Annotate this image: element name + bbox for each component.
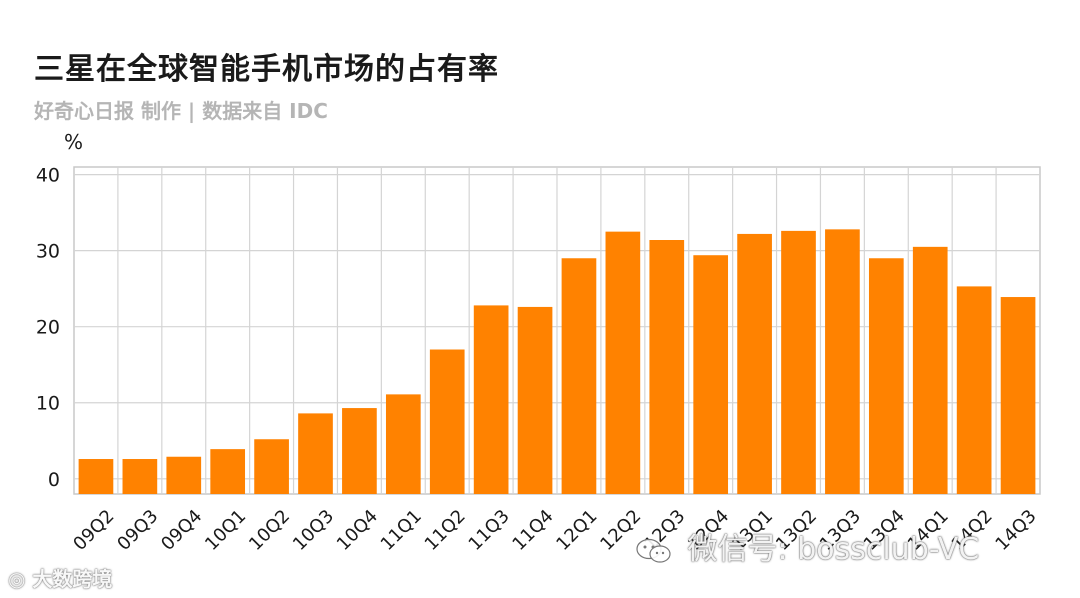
x-tick-label: 09Q2 bbox=[69, 506, 118, 555]
bar bbox=[78, 459, 114, 494]
bar bbox=[1000, 297, 1036, 494]
bar bbox=[254, 439, 289, 494]
bar bbox=[166, 456, 202, 494]
watermark-wechat: 微信号: bossclub-VC bbox=[636, 524, 979, 568]
y-axis-unit: % bbox=[64, 130, 84, 154]
watermark-left-text: 大数跨境 bbox=[32, 567, 113, 591]
y-tick-label: 30 bbox=[36, 241, 60, 263]
y-tick-label: 10 bbox=[36, 393, 60, 415]
bar bbox=[473, 305, 509, 494]
x-tick-label: 10Q4 bbox=[333, 506, 382, 555]
bar bbox=[517, 306, 553, 494]
bar bbox=[385, 394, 421, 494]
x-tick-label: 09Q4 bbox=[157, 506, 206, 555]
bar bbox=[693, 255, 729, 494]
watermark-right-text: 微信号: bossclub-VC bbox=[687, 532, 980, 567]
bar bbox=[429, 349, 465, 494]
x-tick-label: 14Q3 bbox=[991, 506, 1040, 555]
x-tick-label: 09Q3 bbox=[113, 506, 162, 555]
x-tick-label: 11Q4 bbox=[508, 506, 557, 555]
bar bbox=[956, 286, 992, 494]
bars bbox=[78, 229, 1036, 495]
bar bbox=[868, 258, 904, 494]
bar bbox=[825, 229, 860, 494]
bar bbox=[605, 231, 641, 495]
y-tick-label: 40 bbox=[36, 165, 60, 187]
bar bbox=[781, 230, 816, 494]
x-tick-label: 11Q1 bbox=[377, 506, 426, 555]
x-tick-label: 12Q1 bbox=[552, 506, 601, 555]
bar bbox=[122, 459, 158, 494]
x-tick-label: 10Q2 bbox=[245, 506, 294, 555]
bar bbox=[649, 240, 685, 494]
weibo-icon: ◎ bbox=[8, 567, 26, 591]
x-tick-label: 10Q1 bbox=[201, 506, 250, 555]
wechat-icon bbox=[636, 538, 671, 563]
y-tick-label: 0 bbox=[48, 469, 60, 491]
y-tick-labels: 0 10 20 30 40 bbox=[36, 165, 60, 491]
y-tick-label: 20 bbox=[36, 317, 60, 339]
watermark-logo-left: ◎ 大数跨境 bbox=[8, 563, 112, 592]
bar bbox=[912, 246, 948, 494]
bar bbox=[561, 258, 597, 494]
bar bbox=[737, 233, 772, 494]
bar bbox=[342, 408, 377, 494]
x-tick-label: 10Q3 bbox=[289, 506, 338, 555]
x-tick-label: 11Q2 bbox=[421, 506, 470, 555]
chart-title: 三星在全球智能手机市场的占有率 bbox=[34, 52, 499, 87]
x-tick-label: 11Q3 bbox=[465, 506, 514, 555]
chart-subtitle: 好奇心日报 制作 | 数据来自 IDC bbox=[34, 99, 328, 123]
bar bbox=[210, 449, 246, 494]
bar bbox=[298, 413, 333, 494]
